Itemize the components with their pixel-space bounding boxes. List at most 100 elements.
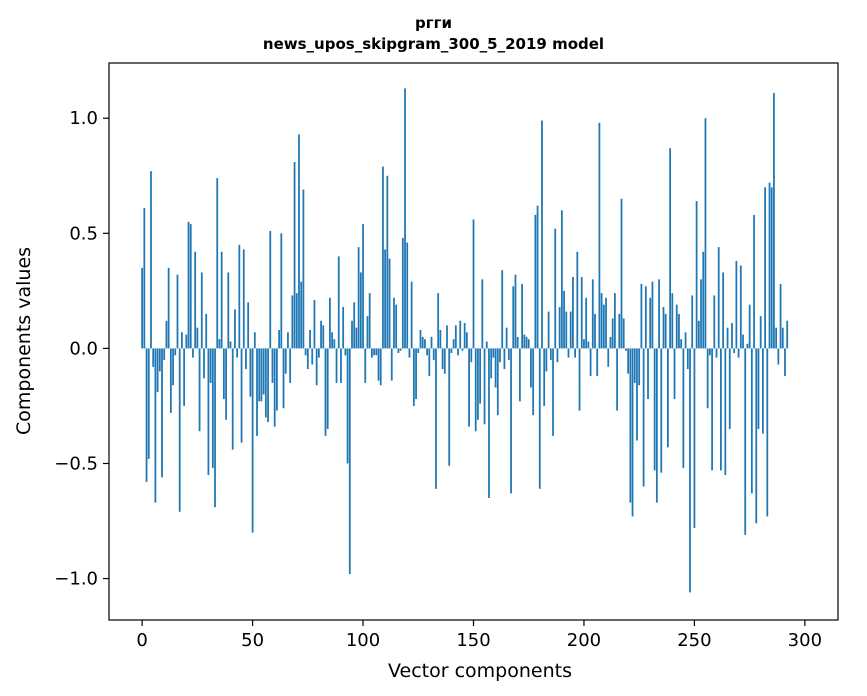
bar-76: [309, 329, 311, 349]
bar-61: [276, 348, 278, 411]
bar-171: [519, 348, 521, 402]
bar-210: [605, 297, 607, 349]
bar-196: [574, 348, 576, 358]
bar-288: [777, 348, 780, 365]
bar-92: [344, 348, 347, 356]
bar-3: [147, 348, 150, 459]
bar-290: [781, 327, 784, 349]
bar-174: [525, 336, 528, 349]
bar-145: [461, 348, 464, 351]
bar-216: [618, 313, 621, 349]
bar-226: [640, 283, 643, 349]
bar-232: [653, 348, 656, 471]
x-tick-label: 150: [456, 630, 490, 651]
bar-264: [724, 348, 727, 475]
bar-19: [183, 348, 185, 406]
bar-95: [351, 320, 353, 349]
bar-136: [441, 348, 444, 370]
bar-64: [282, 348, 285, 409]
bar-83: [324, 348, 327, 436]
bar-242: [675, 304, 678, 349]
bar-176: [530, 348, 532, 388]
bar-191: [563, 290, 565, 349]
bar-138: [446, 325, 448, 349]
bar-28: [203, 348, 205, 379]
bar-47: [245, 348, 247, 370]
bar-250: [693, 348, 696, 528]
bar-139: [448, 348, 451, 466]
bar-184: [547, 311, 550, 349]
bar-164: [503, 348, 506, 370]
bar-34: [216, 178, 219, 349]
bar-158: [490, 348, 493, 379]
bar-152: [477, 348, 479, 420]
bar-143: [457, 348, 459, 356]
bar-202: [587, 341, 590, 349]
bar-140: [450, 348, 453, 353]
bar-99: [359, 272, 362, 349]
bar-162: [499, 348, 501, 363]
x-tick-label: 200: [567, 630, 601, 651]
bar-220: [627, 348, 630, 374]
bar-135: [439, 329, 442, 349]
bar-7: [156, 348, 159, 393]
bar-251: [695, 201, 698, 349]
bar-0: [141, 267, 144, 349]
bar-16: [176, 274, 179, 349]
bar-129: [426, 348, 428, 356]
bar-277: [753, 214, 755, 349]
x-tick-label: 100: [346, 630, 380, 651]
bar-227: [642, 348, 645, 487]
x-axis-ticks: 0 50 100 150 200 250 300: [136, 620, 822, 651]
bar-186: [552, 348, 554, 436]
bar-181: [541, 120, 543, 349]
bar-85: [329, 297, 331, 349]
bar-228: [644, 286, 647, 349]
bar-147: [465, 332, 468, 349]
bar-51: [253, 332, 256, 349]
bar-71: [298, 134, 300, 349]
bar-77: [311, 348, 314, 365]
bar-223: [633, 348, 636, 383]
bar-4: [150, 171, 152, 349]
bar-56: [264, 348, 267, 418]
bar-254: [702, 251, 705, 349]
bar-62: [278, 329, 280, 349]
bar-20: [185, 334, 188, 349]
bar-239: [669, 148, 671, 349]
bar-263: [722, 272, 725, 349]
bar-208: [600, 293, 603, 349]
bar-236: [662, 306, 665, 349]
bar-113: [390, 348, 393, 381]
bar-249: [691, 295, 694, 349]
bar-198: [578, 348, 581, 411]
bar-72: [300, 281, 303, 349]
bar-235: [660, 348, 663, 473]
bar-125: [417, 348, 420, 353]
bar-117: [399, 348, 402, 351]
bar-78: [313, 300, 316, 349]
bar-54: [260, 348, 263, 402]
bar-144: [459, 320, 462, 349]
bar-193: [567, 348, 570, 358]
bar-48: [247, 302, 250, 349]
bar-50: [251, 348, 254, 533]
bar-46: [242, 249, 245, 349]
x-tick-label: 250: [677, 630, 711, 651]
bar-81: [320, 320, 322, 349]
bar-122: [410, 281, 413, 349]
bar-121: [408, 348, 411, 358]
bar-9: [161, 348, 163, 478]
bar-213: [611, 318, 614, 349]
bar-241: [673, 348, 676, 400]
bar-44: [238, 244, 241, 349]
y-tick-label: 0.0: [69, 338, 98, 359]
y-tick-label: −1.0: [54, 569, 98, 590]
bar-110: [384, 249, 387, 349]
bar-86: [331, 332, 333, 349]
bar-132: [432, 348, 435, 360]
bar-243: [678, 313, 680, 349]
bar-111: [386, 175, 389, 349]
bar-45: [240, 348, 243, 443]
